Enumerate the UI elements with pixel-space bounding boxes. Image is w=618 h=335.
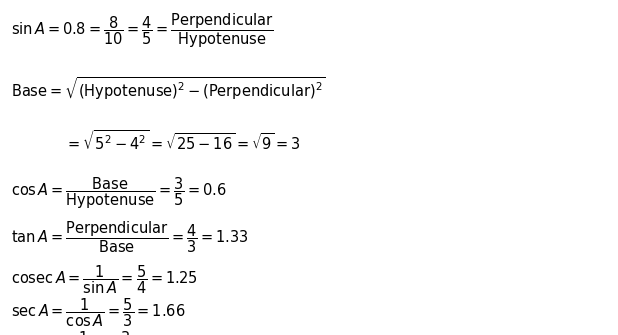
- Text: $\cos A = \dfrac{\mathrm{Base}}{\mathrm{Hypotenuse}} = \dfrac{3}{5} = 0.6$: $\cos A = \dfrac{\mathrm{Base}}{\mathrm{…: [11, 176, 227, 211]
- Text: $\mathrm{Base} = \sqrt{(\mathrm{Hypotenuse})^2 - (\mathrm{Perpendicular})^2}$: $\mathrm{Base} = \sqrt{(\mathrm{Hypotenu…: [11, 75, 326, 102]
- Text: $\sin A = 0.8 = \dfrac{8}{10} = \dfrac{4}{5} = \dfrac{\mathrm{Perpendicular}}{\m: $\sin A = 0.8 = \dfrac{8}{10} = \dfrac{4…: [11, 12, 274, 50]
- Text: $= \sqrt{5^2 - 4^2} = \sqrt{25 - 16} = \sqrt{9} = 3$: $= \sqrt{5^2 - 4^2} = \sqrt{25 - 16} = \…: [65, 129, 301, 153]
- Text: $\tan A = \dfrac{\mathrm{Perpendicular}}{\mathrm{Base}} = \dfrac{4}{3} = 1.33$: $\tan A = \dfrac{\mathrm{Perpendicular}}…: [11, 219, 248, 255]
- Text: $\mathrm{cosec}\,A = \dfrac{1}{\sin A} = \dfrac{5}{4} = 1.25$: $\mathrm{cosec}\,A = \dfrac{1}{\sin A} =…: [11, 263, 198, 295]
- Text: $\sec A = \dfrac{1}{\cos A} = \dfrac{5}{3} = 1.66$: $\sec A = \dfrac{1}{\cos A} = \dfrac{5}{…: [11, 296, 185, 329]
- Text: $\cot A = \dfrac{1}{\tan A} = \dfrac{3}{4} = 0.75$: $\cot A = \dfrac{1}{\tan A} = \dfrac{3}{…: [11, 329, 182, 335]
